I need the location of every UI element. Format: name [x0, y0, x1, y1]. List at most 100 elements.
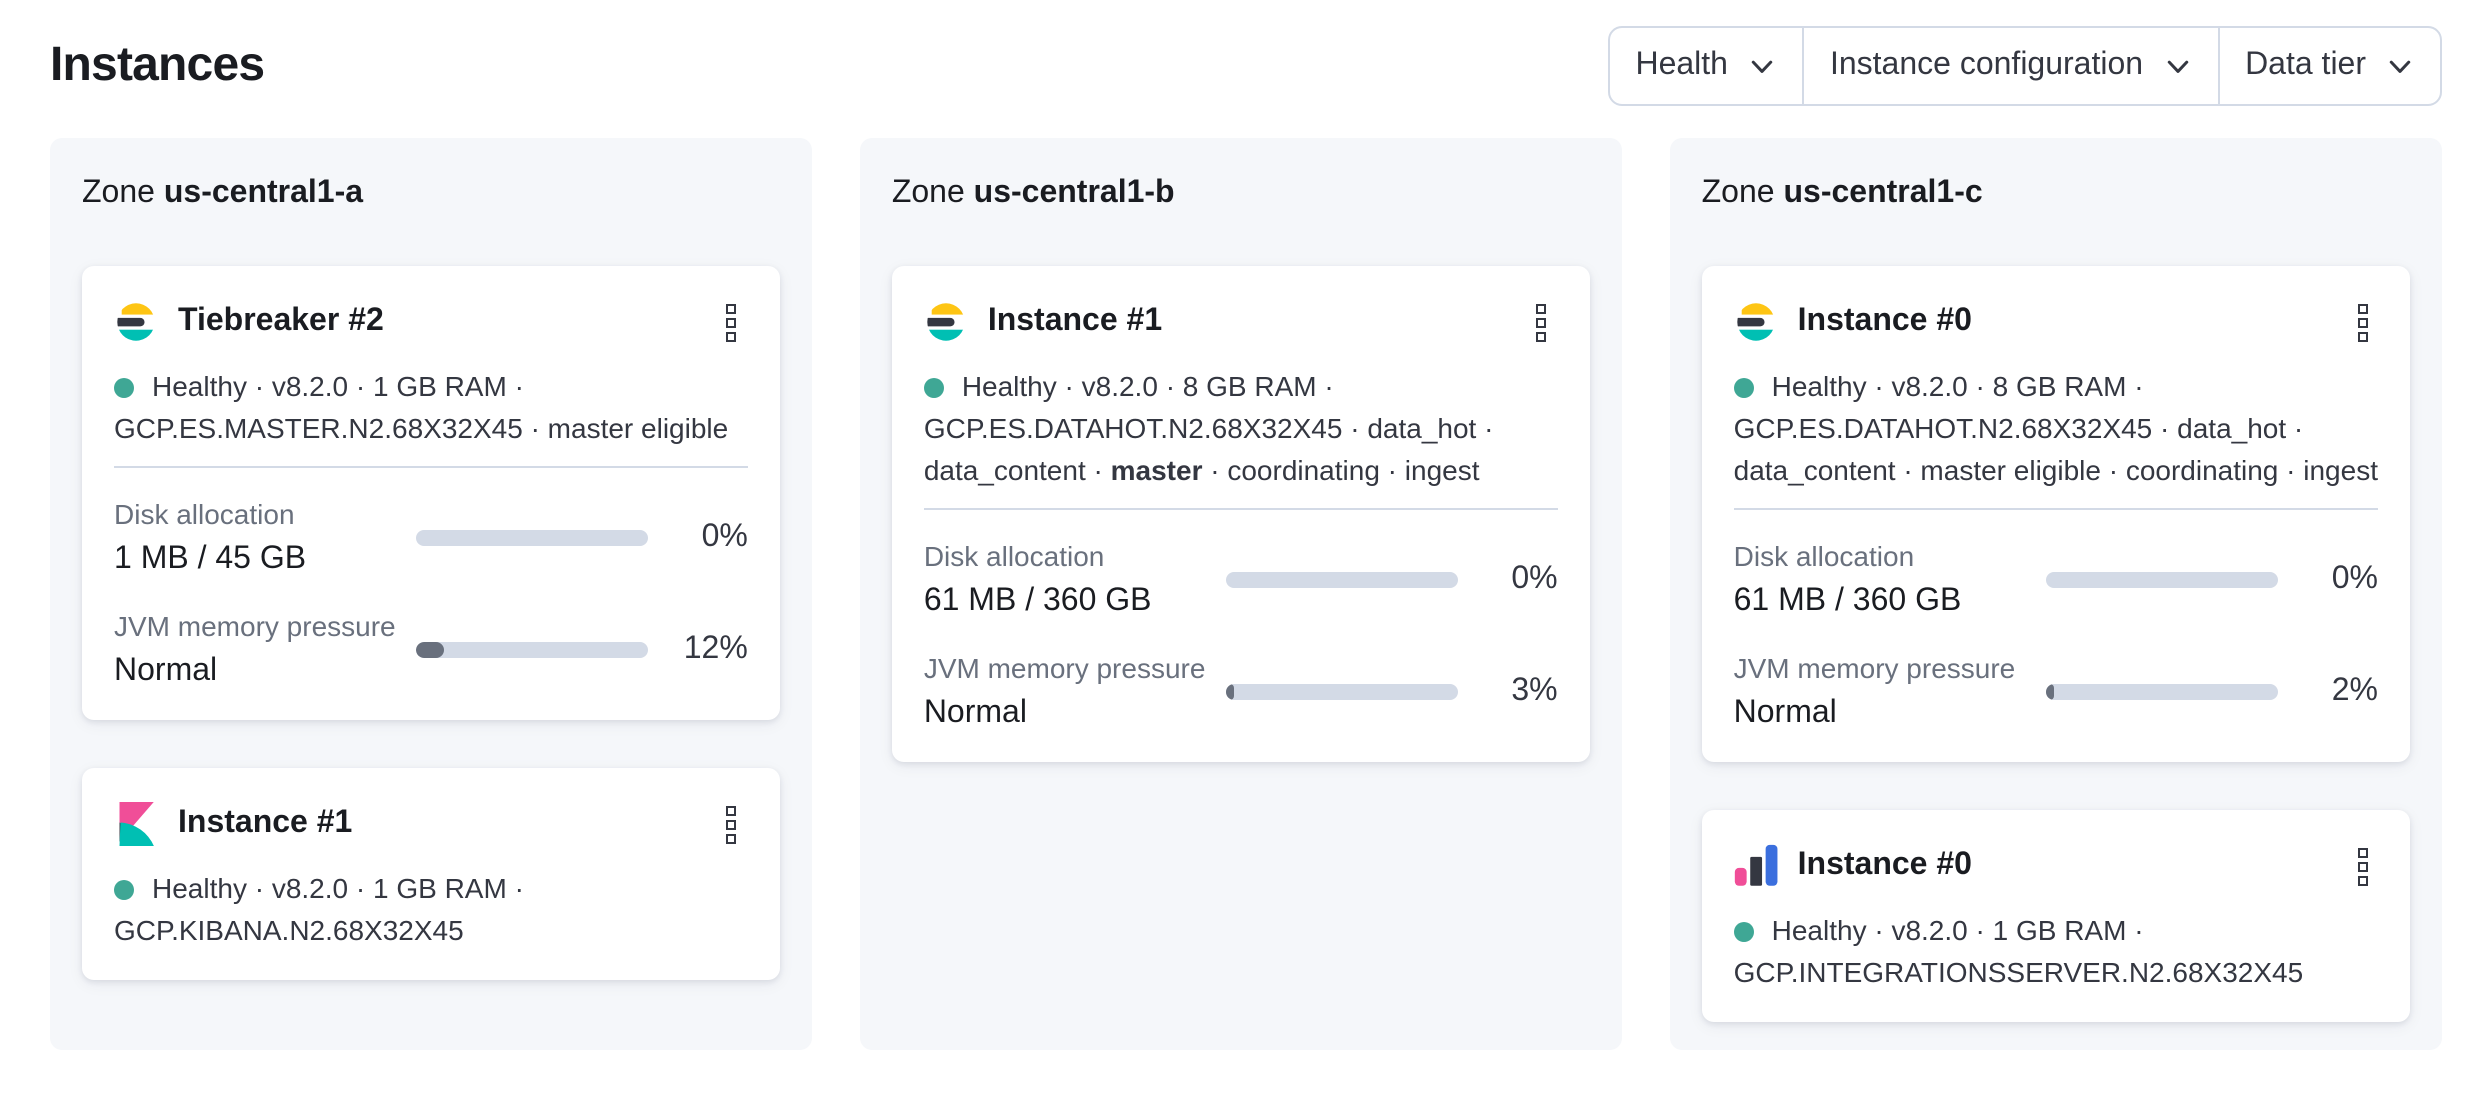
zone-panel-us-central1-b: Zone us-central1-b Instance #1 Healthy ·…: [859, 138, 1622, 1050]
zone-name: us-central1-c: [1783, 176, 1983, 210]
instance-title: Instance #0: [1797, 304, 1972, 338]
progress-bar: [1225, 572, 1458, 588]
kibana-logo: [119, 802, 154, 846]
instance-title: Instance #1: [987, 304, 1163, 338]
status-line: data_content · master eligible · coordin…: [1733, 454, 2378, 486]
filter-data-tier-label: Data tier: [2245, 48, 2366, 82]
kebab-square-icon: [2357, 847, 2367, 857]
kebab-menu-button[interactable]: [708, 298, 756, 346]
zone-label: Zone: [1701, 176, 1775, 210]
filter-data-tier-button[interactable]: Data tier: [2217, 28, 2440, 104]
progress-bar: [2046, 572, 2278, 588]
instances-page: Instances Health Instance configuration …: [0, 26, 2490, 1102]
metric-row: JVM memory pressure Normal 3%: [924, 650, 1558, 734]
chevron-down-icon: [1751, 60, 1773, 73]
metric-value: Normal: [114, 654, 218, 688]
instance-card: Instance #0 Healthy · v8.2.0 · 8 GB RAM …: [1701, 266, 2410, 762]
metric-value: Normal: [1733, 696, 1837, 730]
integrations-server-logo: [1734, 844, 1778, 886]
kebab-square-icon: [2357, 331, 2367, 341]
progress-bar: [415, 530, 648, 546]
zone-header: Zone us-central1-c: [1702, 170, 2410, 218]
zone-panel-us-central1-c: Zone us-central1-c Instance #0 Healthy ·…: [1669, 138, 2442, 1050]
kebab-square-icon: [1536, 317, 1547, 327]
health-dot: [114, 378, 134, 398]
card-divider: [114, 466, 748, 468]
kebab-menu-button[interactable]: [708, 800, 756, 848]
metric-value: 61 MB / 360 GB: [1733, 584, 1962, 618]
instance-title: Tiebreaker #2: [178, 304, 384, 338]
status-line: GCP.ES.DATAHOT.N2.68X32X45 · data_hot ·: [923, 412, 1494, 444]
filter-health-button[interactable]: Health: [1609, 28, 1802, 104]
instance-title: Instance #1: [178, 806, 353, 840]
filter-instance-configuration-button[interactable]: Instance configuration: [1801, 28, 2217, 104]
instance-status: Healthy · v8.2.0 · 1 GB RAM · GCP.KIBANA.…: [114, 868, 748, 952]
zone-name: us-central1-b: [973, 176, 1175, 210]
status-line: GCP.ES.DATAHOT.N2.68X32X45 · data_hot ·: [1733, 412, 2304, 444]
status-line: Healthy · v8.2.0 · 1 GB RAM ·: [1733, 910, 2378, 952]
instance-status: Healthy · v8.2.0 · 8 GB RAM · GCP.ES.DATA…: [923, 366, 1558, 492]
metric-row: Disk allocation 61 MB / 360 GB 0%: [924, 538, 1558, 622]
kebab-square-icon: [726, 331, 737, 341]
zone-panel-us-central1-a: Zone us-central1-a Tiebreaker #2 Healthy…: [50, 138, 812, 1050]
metric-row: Disk allocation 61 MB / 360 GB 0%: [1734, 538, 2378, 622]
chevron-down-icon: [2389, 60, 2411, 73]
zones-grid: Zone us-central1-a Tiebreaker #2 Healthy…: [50, 138, 2442, 1050]
kebab-square-icon: [726, 303, 737, 313]
metric-label: JVM memory pressure: [114, 610, 396, 642]
metrics: Disk allocation 61 MB / 360 GB 0% JVM me…: [924, 510, 1558, 734]
metric-label: Disk allocation: [114, 498, 295, 530]
kebab-square-icon: [2357, 303, 2367, 313]
metric-label: JVM memory pressure: [1733, 652, 2016, 684]
instance-card: Instance #1 Healthy · v8.2.0 · 1 GB RAM …: [82, 768, 780, 980]
elasticsearch-logo: [1734, 300, 1778, 344]
status-line: GCP.ES.MASTER.N2.68X32X45 · master eligi…: [114, 412, 729, 444]
kebab-square-icon: [726, 819, 737, 829]
card-header: Instance #0: [1734, 842, 2378, 890]
instance-title: Instance #0: [1797, 848, 1972, 882]
card-header: Instance #0: [1734, 298, 2378, 346]
metric-label: JVM memory pressure: [923, 652, 1206, 684]
zone-cards: Instance #0 Healthy · v8.2.0 · 8 GB RAM …: [1701, 266, 2410, 1022]
metric-value: 1 MB / 45 GB: [114, 542, 307, 576]
status-line: GCP.KIBANA.N2.68X32X45: [114, 914, 464, 946]
instance-status: Healthy · v8.2.0 · 1 GB RAM · GCP.ES.MAST…: [114, 366, 748, 450]
health-dot: [923, 378, 944, 398]
card-divider: [1733, 508, 2378, 510]
metric-row: JVM memory pressure Normal 2%: [1734, 650, 2378, 734]
card-header: Tiebreaker #2: [114, 298, 748, 346]
metric-percent: 0%: [2331, 562, 2378, 596]
instance-status: Healthy · v8.2.0 · 8 GB RAM · GCP.ES.DATA…: [1733, 366, 2378, 492]
metric-percent: 0%: [1511, 562, 1558, 596]
zone-label: Zone: [82, 176, 155, 210]
status-line: Healthy · v8.2.0 · 8 GB RAM ·: [1733, 366, 2378, 408]
elasticsearch-logo: [927, 303, 965, 341]
kebab-square-icon: [1536, 303, 1547, 313]
chevron-down-icon: [2166, 60, 2188, 73]
progress-bar: [2046, 684, 2278, 700]
kebab-square-icon: [726, 833, 737, 843]
instance-status: Healthy · v8.2.0 · 1 GB RAM · GCP.INTEGRA…: [1733, 910, 2378, 994]
metric-row: JVM memory pressure Normal 12%: [114, 608, 748, 692]
metric-value: Normal: [923, 696, 1027, 730]
zone-cards: Tiebreaker #2 Healthy · v8.2.0 · 1 GB RA…: [82, 266, 780, 980]
progress-bar: [1225, 684, 1458, 700]
metric-percent: 3%: [1511, 674, 1558, 708]
kibana-logo: [114, 802, 158, 846]
progress-bar-fill: [1225, 684, 1234, 700]
instance-card: Instance #0 Healthy · v8.2.0 · 1 GB RAM …: [1701, 810, 2410, 1022]
metric-percent: 0%: [701, 520, 748, 554]
kebab-menu-button[interactable]: [2338, 298, 2386, 346]
metric-label: Disk allocation: [923, 540, 1105, 572]
health-dot: [114, 880, 134, 900]
kebab-square-icon: [2357, 861, 2367, 871]
kebab-menu-button[interactable]: [2338, 842, 2386, 890]
status-line: data_content · master · coordinating · i…: [923, 454, 1480, 486]
elasticsearch-logo: [1736, 303, 1775, 341]
kebab-square-icon: [726, 805, 737, 815]
kebab-menu-button[interactable]: [1518, 298, 1566, 346]
elasticsearch-logo: [114, 300, 158, 344]
instance-card: Tiebreaker #2 Healthy · v8.2.0 · 1 GB RA…: [82, 266, 780, 720]
kebab-square-icon: [2357, 875, 2367, 885]
instance-card: Instance #1 Healthy · v8.2.0 · 8 GB RAM …: [891, 266, 1590, 762]
